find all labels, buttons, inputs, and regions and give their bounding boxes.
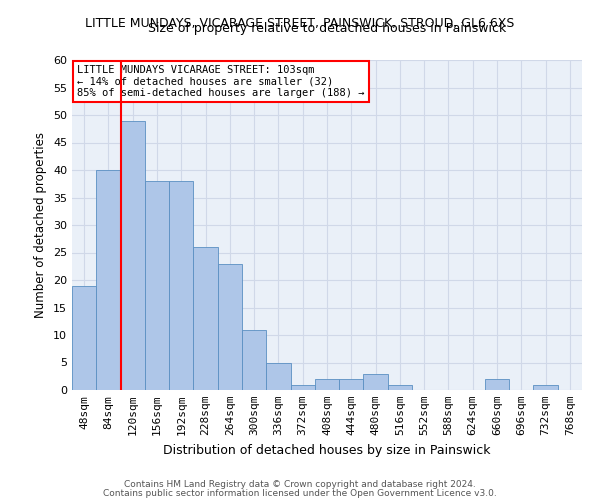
Bar <box>388 384 412 390</box>
Y-axis label: Number of detached properties: Number of detached properties <box>34 132 47 318</box>
Bar <box>193 247 218 390</box>
Text: LITTLE MUNDAYS, VICARAGE STREET, PAINSWICK, STROUD, GL6 6XS: LITTLE MUNDAYS, VICARAGE STREET, PAINSWI… <box>85 18 515 30</box>
Bar <box>485 379 509 390</box>
Text: LITTLE MUNDAYS VICARAGE STREET: 103sqm
← 14% of detached houses are smaller (32): LITTLE MUNDAYS VICARAGE STREET: 103sqm ←… <box>77 65 365 98</box>
X-axis label: Distribution of detached houses by size in Painswick: Distribution of detached houses by size … <box>163 444 491 456</box>
Bar <box>266 362 290 390</box>
Bar <box>290 384 315 390</box>
Bar <box>96 170 121 390</box>
Bar <box>145 181 169 390</box>
Title: Size of property relative to detached houses in Painswick: Size of property relative to detached ho… <box>148 22 506 35</box>
Bar <box>218 264 242 390</box>
Bar <box>339 379 364 390</box>
Bar <box>315 379 339 390</box>
Bar <box>121 120 145 390</box>
Bar <box>533 384 558 390</box>
Bar <box>364 374 388 390</box>
Bar <box>242 330 266 390</box>
Text: Contains HM Land Registry data © Crown copyright and database right 2024.: Contains HM Land Registry data © Crown c… <box>124 480 476 489</box>
Bar <box>169 181 193 390</box>
Bar <box>72 286 96 390</box>
Text: Contains public sector information licensed under the Open Government Licence v3: Contains public sector information licen… <box>103 488 497 498</box>
